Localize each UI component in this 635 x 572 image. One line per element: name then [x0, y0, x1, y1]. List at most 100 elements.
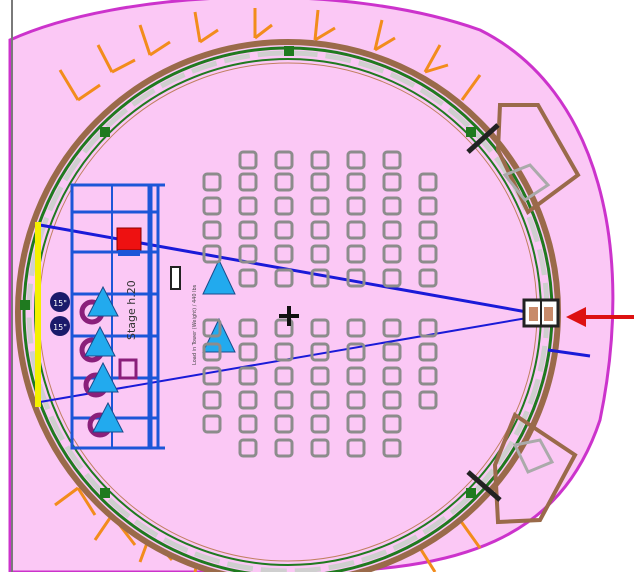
- seat: [346, 390, 366, 410]
- purple-box: [118, 358, 138, 380]
- seat: [238, 366, 258, 386]
- seat: [382, 438, 402, 458]
- seat: [202, 244, 222, 264]
- seat: [382, 342, 402, 362]
- seat: [274, 220, 294, 240]
- small-marker-box: [170, 266, 181, 290]
- seat: [202, 196, 222, 216]
- seat: [310, 366, 330, 386]
- seat: [238, 150, 258, 170]
- speaker-left-top: 15": [50, 292, 70, 312]
- seat: [382, 172, 402, 192]
- seat: [238, 220, 258, 240]
- seat: [238, 318, 258, 338]
- seat: [274, 414, 294, 434]
- red-square-base: [118, 250, 140, 256]
- seat: [274, 390, 294, 410]
- triangle-icon: [92, 401, 124, 433]
- seat: [310, 318, 330, 338]
- seat: [310, 220, 330, 240]
- seat: [202, 318, 222, 338]
- seat: [382, 366, 402, 386]
- red-arrow-icon: [566, 307, 634, 327]
- seat: [382, 390, 402, 410]
- seat: [238, 268, 258, 288]
- seat: [346, 268, 366, 288]
- seat: [418, 172, 438, 192]
- seat: [274, 366, 294, 386]
- seat: [418, 318, 438, 338]
- seat: [418, 366, 438, 386]
- seat: [310, 390, 330, 410]
- seating-grid: [202, 150, 438, 458]
- seat: [310, 244, 330, 264]
- speaker-left-bottom: 15": [50, 316, 70, 336]
- seat: [202, 414, 222, 434]
- seat: [382, 268, 402, 288]
- seat: [346, 244, 366, 264]
- seat: [274, 150, 294, 170]
- seat: [238, 196, 258, 216]
- seat: [202, 390, 222, 410]
- seat: [418, 196, 438, 216]
- triangle-icon: [87, 361, 119, 393]
- center-cross-icon: [279, 306, 299, 326]
- seat: [346, 414, 366, 434]
- seat: [202, 366, 222, 386]
- seat: [346, 172, 366, 192]
- seat: [418, 244, 438, 264]
- triangle-icon: [87, 285, 119, 317]
- seat: [346, 220, 366, 240]
- seat: [418, 268, 438, 288]
- seat: [310, 438, 330, 458]
- side-note: Load in Tower (Weight) / 440 lbs: [192, 284, 198, 365]
- seat: [274, 196, 294, 216]
- seat: [382, 196, 402, 216]
- seat: [310, 150, 330, 170]
- entrance-top-right: [466, 103, 581, 216]
- seat: [346, 150, 366, 170]
- seat: [346, 196, 366, 216]
- entrance-bottom-right: [466, 411, 578, 525]
- seat: [238, 438, 258, 458]
- seat: [238, 342, 258, 362]
- svg-text:15": 15": [53, 323, 67, 332]
- seat: [310, 268, 330, 288]
- seat: [382, 414, 402, 434]
- projector-box: [522, 298, 560, 328]
- seat: [238, 414, 258, 434]
- ring-posts: [20, 46, 476, 498]
- seat: [382, 150, 402, 170]
- seat: [274, 244, 294, 264]
- seat: [202, 172, 222, 192]
- seat: [202, 220, 222, 240]
- yellow-wall: [35, 222, 41, 407]
- seat: [310, 414, 330, 434]
- triangle-icon: [202, 258, 236, 295]
- triangle-icon: [84, 325, 116, 357]
- stage-label: Stage h.20: [125, 280, 138, 340]
- seat: [274, 318, 294, 338]
- seat: [274, 268, 294, 288]
- seat: [274, 172, 294, 192]
- stakes-top: [58, 8, 482, 102]
- seat: [310, 342, 330, 362]
- seat: [382, 220, 402, 240]
- seat: [346, 438, 366, 458]
- seat: [346, 366, 366, 386]
- seat: [238, 244, 258, 264]
- seat: [274, 342, 294, 362]
- seat: [346, 342, 366, 362]
- right-blue-line: [547, 348, 591, 358]
- seat: [418, 390, 438, 410]
- seat: [382, 244, 402, 264]
- seat: [274, 438, 294, 458]
- seat: [418, 220, 438, 240]
- seat: [310, 196, 330, 216]
- red-square: [116, 227, 142, 251]
- svg-text:15": 15": [53, 299, 67, 308]
- seat: [202, 342, 222, 362]
- seat: [382, 318, 402, 338]
- seat: [310, 172, 330, 192]
